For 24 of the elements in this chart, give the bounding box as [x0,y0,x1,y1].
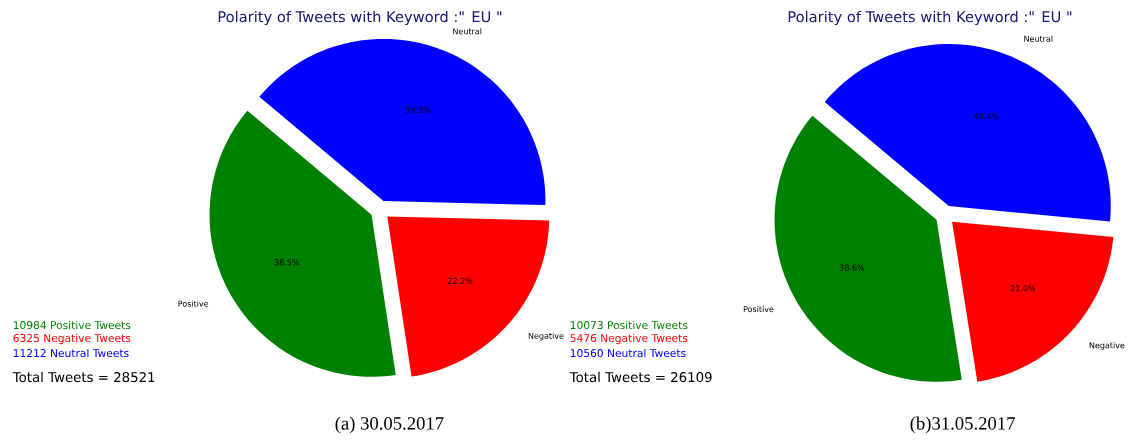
text: 6325 Negative Tweets [13,333,131,345]
data-label: 39.3% [405,106,431,114]
text: 5476 Negative Tweets [570,333,688,345]
slice-label: Neutral [1024,35,1053,42]
text: 10073 Positive Tweets [570,320,688,330]
slice-label: Negative [1089,342,1125,350]
data-label: 21.0% [1010,285,1036,292]
data-label: 22.2% [448,277,473,284]
text: Total Tweets = 26109 [569,371,712,383]
chart-title: Polarity of Tweets with Keyword :" EU " [218,10,502,26]
text: 10560 Neutral Tweets [570,348,686,358]
text: (a) 30.05.2017 [335,416,444,434]
slice-label: Negative [528,332,564,341]
slice-label: Positive [178,300,209,307]
data-label: 40.4% [973,113,999,120]
slice-label: Positive [743,305,774,313]
data-label: 38.6% [839,264,865,271]
text: Total Tweets = 28521 [12,371,155,383]
text: 11212 Neutral Tweets [13,348,129,358]
slice-label: Neutral [453,28,482,35]
chart-title: Polarity of Tweets with Keyword :" EU " [788,10,1072,26]
text: (b)31.05.2017 [910,416,1015,434]
text: 10984 Positive Tweets [13,320,131,330]
data-label: 38.5% [274,259,300,266]
